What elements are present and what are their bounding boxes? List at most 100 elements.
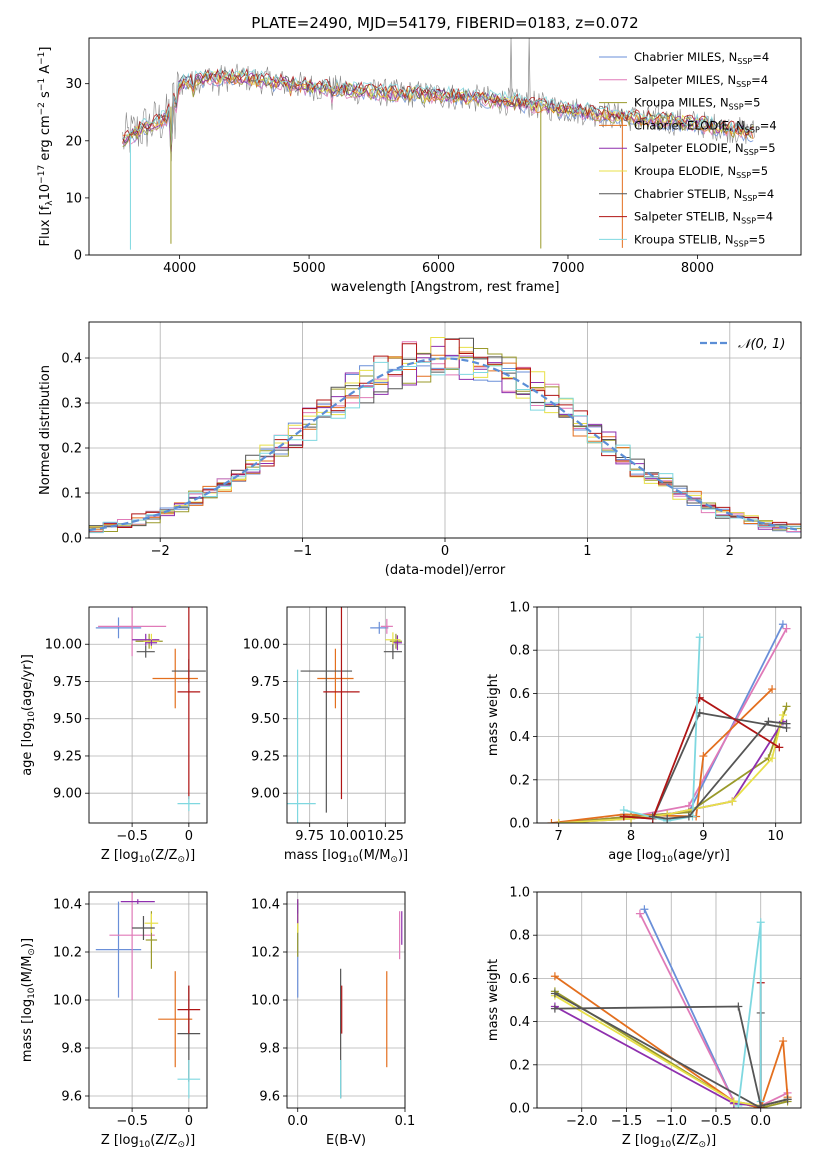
series-line-9 — [554, 1005, 788, 1107]
figure-title: PLATE=2490, MJD=54179, FIBERID=0183, z=0… — [251, 14, 638, 32]
legend-entry: Salpeter STELIB, NSSP=4 — [634, 210, 773, 226]
y-tick-label: 0.0 — [509, 1102, 530, 1117]
x-tick-label: −1.0 — [655, 1114, 687, 1129]
data-point — [734, 1002, 743, 1011]
x-tick-label: 8 — [627, 829, 635, 844]
x-tick-label: 0.1 — [395, 1114, 416, 1129]
plot-area — [95, 892, 201, 1099]
x-tick-label: 0 — [185, 829, 193, 844]
y-tick-label: 9.6 — [259, 1090, 280, 1105]
plot-area — [287, 607, 402, 823]
x-tick-label: −2.0 — [566, 1114, 598, 1129]
plot-area — [89, 336, 801, 534]
y-tick-label: 0.4 — [61, 352, 82, 367]
y-tick-label: 10.0 — [251, 994, 280, 1009]
y-tick-label: 0.8 — [509, 929, 530, 944]
emission-line — [527, 38, 531, 101]
axes-frame — [286, 606, 406, 824]
model-spectrum-0 — [122, 74, 754, 148]
data-point — [648, 812, 657, 821]
y-tick-label: 10.2 — [251, 946, 280, 961]
x-axis-label: Z [log10(Z/Z⊙)] — [101, 1133, 195, 1150]
y-tick-label: 10.00 — [243, 638, 280, 653]
y-tick-label: 9.75 — [251, 675, 280, 690]
x-axis-label: wavelength [Angstrom, rest frame] — [331, 280, 560, 295]
chart-2: −0.5 0 9.00 9.25 9.50 9.75 10.00 Z [log10(Z/Z⊙)… — [20, 606, 208, 865]
x-tick-label: 0 — [441, 544, 449, 559]
x-tick-label: 4000 — [163, 261, 196, 276]
legend-entry: Chabrier ELODIE, NSSP=4 — [634, 118, 777, 134]
data-point — [550, 989, 559, 998]
series-line-8 — [623, 637, 701, 822]
data-point — [768, 685, 777, 694]
y-tick-label: 9.00 — [251, 787, 280, 802]
x-axis-label: Z [log10(Z/Z⊙)] — [622, 1133, 716, 1150]
chart-7: −2.0 −1.5 −1.0 −0.5 0.0 0.0 0.2 0.4 0.6 0.8 1.0 Z [… — [486, 886, 802, 1150]
series-line-1 — [639, 913, 788, 1107]
chart-4: 7 8 9 10 0.0 0.2 0.4 0.6 0.8 1.0 age [log10(age/yr… — [486, 601, 802, 865]
axes-frame — [88, 891, 208, 1109]
y-tick-label: 0.6 — [509, 687, 530, 702]
y-axis-label: mass weight — [486, 959, 501, 1041]
y-tick-label: 0.4 — [509, 730, 530, 745]
plot-area — [122, 38, 755, 250]
y-axis-label: Normed distribution — [38, 365, 53, 495]
y-tick-label: 0 — [74, 249, 82, 264]
y-tick-label: 9.75 — [53, 675, 82, 690]
axes-frame — [88, 606, 208, 824]
x-tick-label: −0.5 — [700, 1114, 732, 1129]
y-tick-label: 10.2 — [53, 946, 82, 961]
y-axis-label: Flux [fλ10−17 erg cm−2 s−1 A−1] — [37, 47, 55, 247]
plot-area — [550, 905, 792, 1108]
x-tick-label: 9.75 — [295, 829, 324, 844]
x-axis-label: age [log10(age/yr)] — [608, 848, 730, 865]
x-tick-label: 7000 — [551, 261, 584, 276]
x-tick-label: −2 — [151, 544, 170, 559]
chart-3: 9.75 10.00 10.259.009.259.509.7510.00mass … — [243, 606, 408, 865]
x-tick-label: 0.0 — [287, 1114, 308, 1129]
legend: Chabrier MILES, NSSP=4 Salpeter MILES, NS… — [599, 50, 777, 248]
x-tick-label: 10.00 — [329, 829, 366, 844]
gridlines — [287, 607, 405, 823]
x-tick-label: 1 — [583, 544, 591, 559]
chart-1: −2 −1 0 1 2 0.0 0.1 0.2 0.3 0.4 (data-model)/error… — [38, 321, 802, 578]
legend-entry: Kroupa STELIB, NSSP=5 — [634, 232, 765, 248]
data-point — [778, 711, 787, 719]
x-tick-label: −1 — [293, 544, 312, 559]
y-tick-label: 9.25 — [53, 749, 82, 764]
y-tick-label: 1.0 — [509, 886, 530, 901]
legend-entry: 𝒩(0, 1) — [738, 337, 785, 352]
data-point — [684, 812, 693, 821]
y-tick-label: 20 — [65, 134, 82, 149]
y-tick-label: 0.8 — [509, 644, 530, 659]
data-point — [554, 819, 563, 823]
y-tick-label: 0.2 — [509, 1058, 530, 1073]
y-tick-label: 9.25 — [251, 749, 280, 764]
y-tick-label: 0.4 — [509, 1015, 530, 1030]
data-point — [768, 754, 777, 763]
y-tick-label: 9.8 — [61, 1042, 82, 1057]
y-tick-label: 10.00 — [45, 638, 82, 653]
y-tick-label: 1.0 — [509, 601, 530, 616]
data-point — [728, 797, 737, 806]
y-axis-label: age [log10(age/yr)] — [20, 654, 37, 776]
emission-line — [509, 38, 513, 101]
data-point — [778, 620, 787, 629]
series-line-0 — [558, 623, 784, 823]
data-point — [734, 1101, 743, 1108]
axes-frame — [286, 891, 406, 1109]
y-tick-label: 9.50 — [251, 712, 280, 727]
series-line-5 — [558, 714, 784, 823]
y-tick-label: 0.6 — [509, 972, 530, 987]
x-tick-label: −1.5 — [611, 1114, 643, 1129]
series-line-1 — [558, 628, 788, 823]
model-spectrum-7 — [122, 67, 754, 145]
legend-entry: Kroupa ELODIE, NSSP=5 — [634, 164, 768, 180]
legend-entry: Chabrier STELIB, NSSP=4 — [634, 187, 774, 203]
plot-area — [95, 607, 206, 812]
data-point — [695, 633, 704, 642]
x-tick-label: −0.5 — [116, 1114, 148, 1129]
chart-0: 4000 5000 6000 7000 8000 0 10 20 30 wavelength [A… — [37, 37, 802, 295]
normal-curve — [89, 357, 801, 532]
data-point — [619, 806, 628, 815]
